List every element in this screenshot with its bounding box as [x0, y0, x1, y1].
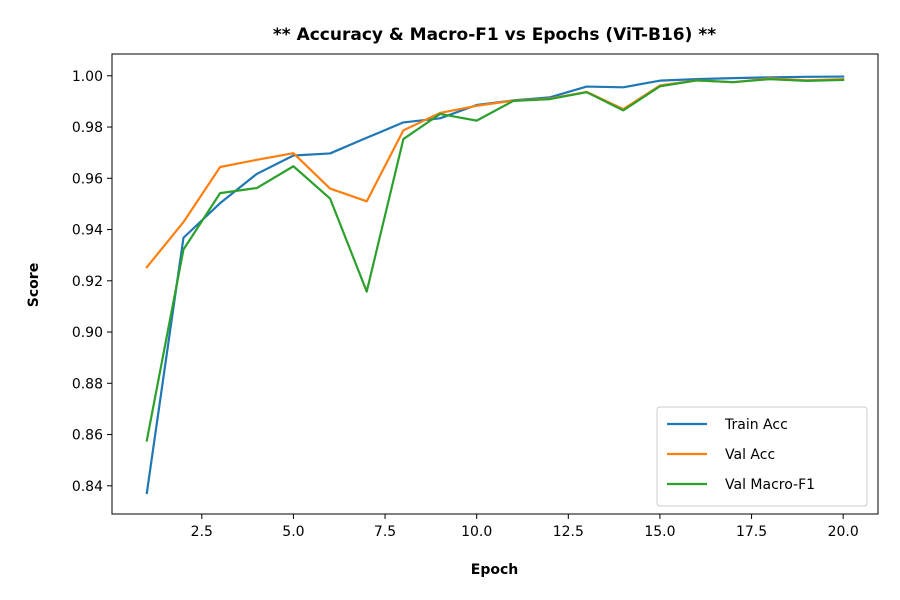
plot-frame: [111, 53, 879, 515]
x-tick-label: 5.0: [282, 524, 304, 540]
x-tick-label: 7.5: [374, 524, 396, 540]
y-tick-label: 0.84: [72, 479, 103, 495]
y-tick-label: 0.94: [72, 223, 103, 239]
x-tick-label: 15.0: [644, 524, 675, 540]
x-tick-label: 17.5: [736, 524, 767, 540]
y-tick-label: 0.98: [72, 120, 103, 136]
x-tick-label: 2.5: [191, 524, 213, 540]
legend-box: [656, 406, 868, 507]
x-tick-label: 20.0: [828, 524, 859, 540]
y-tick-label: 1.00: [72, 69, 103, 85]
chart-title: ** Accuracy & Macro-F1 vs Epochs (ViT-B1…: [273, 25, 716, 45]
legend: Train Acc Val Acc Val Macro-F1: [656, 406, 868, 507]
series-layer: [145, 75, 845, 495]
y-tick-label: 0.88: [72, 376, 103, 392]
legend-label-train-acc: Train Acc: [724, 417, 788, 433]
y-axis-ticks: 0.84 0.86 0.88 0.90 0.92 0.94 0.96 0.98 1.00: [72, 69, 112, 495]
x-axis-ticks: 2.5 5.0 7.5 10.0 12.5 15.0 17.5 20.0: [191, 514, 859, 540]
x-tick-label: 10.0: [461, 524, 492, 540]
x-tick-label: 12.5: [553, 524, 584, 540]
y-tick-label: 0.92: [72, 274, 103, 290]
y-tick-label: 0.96: [72, 171, 103, 187]
series-line-val-macro-f1: [145, 78, 845, 442]
y-tick-label: 0.86: [72, 428, 103, 444]
legend-label-val-macro-f1: Val Macro-F1: [725, 477, 815, 493]
y-tick-label: 0.90: [72, 325, 103, 341]
x-axis-label: Epoch: [471, 562, 518, 578]
y-axis-label: Score: [26, 263, 42, 307]
legend-label-val-acc: Val Acc: [725, 447, 775, 463]
